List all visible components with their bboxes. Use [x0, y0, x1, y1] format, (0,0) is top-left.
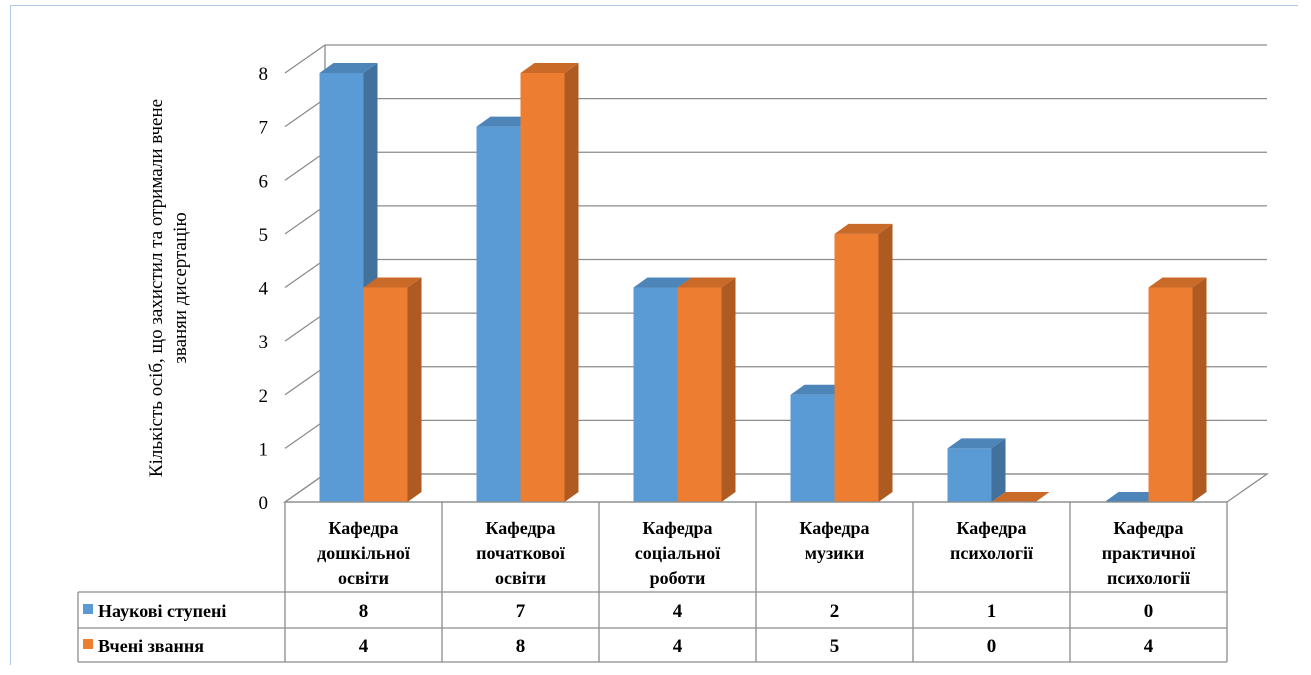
legend-label: Наукові ступені [98, 601, 226, 621]
bar-top [677, 277, 736, 288]
gridline [284, 205, 1267, 235]
bar-top [633, 277, 692, 288]
category-label: музики [805, 543, 865, 563]
gridline [284, 258, 1267, 289]
legend-key [83, 639, 93, 649]
bar [834, 233, 879, 502]
table-value: 0 [987, 636, 997, 657]
y-tick-label: 6 [259, 171, 269, 192]
bar-top [363, 277, 422, 288]
bar [633, 287, 678, 502]
bar-top [947, 438, 1006, 449]
bar [790, 394, 835, 502]
gridline [284, 419, 1267, 449]
bar-side [878, 223, 893, 502]
category-label: роботи [650, 568, 706, 588]
category-label: Кафедра [799, 518, 869, 538]
category-label: освіти [338, 568, 389, 588]
bar [1148, 287, 1193, 502]
category-label: психології [1107, 568, 1191, 588]
y-tick-label: 3 [259, 332, 269, 353]
bar-top [476, 116, 535, 127]
category-label: Кафедра [328, 518, 398, 538]
bar-top [1104, 492, 1163, 502]
table-value: 1 [987, 601, 997, 622]
category-label: Кафедра [956, 518, 1026, 538]
bar [520, 73, 565, 502]
category-label: соціальної [635, 543, 722, 563]
bar-top [520, 63, 579, 73]
y-tick-label: 5 [259, 225, 269, 246]
gridline [284, 44, 1267, 74]
y-tick-label: 7 [259, 118, 269, 139]
y-tick-label: 4 [259, 279, 269, 300]
y-axis-title: званяи дисертацію [170, 212, 191, 363]
bar-top [991, 492, 1050, 502]
bar-side [564, 63, 579, 502]
legend-key [83, 604, 93, 614]
table-value: 4 [359, 636, 369, 657]
gridline [284, 312, 1267, 342]
category-label: Кафедра [485, 518, 555, 538]
table-value: 0 [1144, 601, 1154, 622]
bar [677, 287, 722, 502]
table-value: 4 [673, 601, 683, 622]
table-value: 5 [830, 636, 840, 657]
y-tick-label: 0 [259, 493, 269, 514]
table-value: 8 [359, 601, 369, 622]
table-value: 4 [673, 636, 683, 657]
bar-top [790, 384, 849, 395]
bar [947, 448, 992, 502]
y-tick-label: 8 [259, 64, 269, 85]
gridline [284, 151, 1267, 181]
category-label: початкової [476, 543, 566, 563]
category-label: Кафедра [1113, 518, 1183, 538]
category-label: Кафедра [642, 518, 712, 538]
category-label: освіти [495, 568, 546, 588]
bar-side [407, 277, 422, 502]
table-value: 7 [516, 601, 526, 622]
gridline [284, 366, 1267, 396]
gridline [284, 97, 1267, 128]
category-label: практичної [1102, 543, 1196, 563]
bar [476, 126, 521, 502]
table-value: 8 [516, 636, 526, 657]
bar [319, 73, 364, 502]
bar-side [991, 438, 1006, 502]
legend-label: Вчені звання [98, 636, 204, 656]
table-value: 4 [1144, 636, 1154, 657]
y-tick-label: 2 [259, 386, 269, 407]
bar [363, 287, 408, 502]
y-axis-title: Кількість осіб, що захистил та отримали … [146, 99, 167, 477]
table-value: 2 [830, 601, 840, 622]
bar-top [319, 63, 378, 73]
category-label: дошкільної [317, 543, 411, 563]
category-label: психології [950, 543, 1034, 563]
chart-frame [10, 5, 1298, 665]
bar-side [1192, 277, 1207, 502]
bar-top [834, 223, 893, 234]
bar-top [1148, 277, 1207, 288]
y-tick-label: 1 [259, 439, 269, 460]
bar-side [721, 277, 736, 502]
